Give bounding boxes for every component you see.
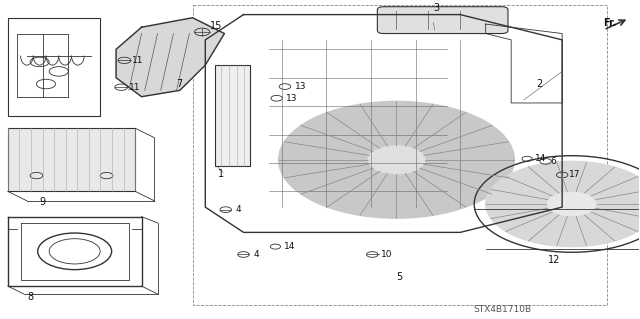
Text: STX4B1710B: STX4B1710B	[473, 305, 531, 314]
Text: 4: 4	[253, 250, 259, 259]
Circle shape	[278, 101, 515, 218]
Text: 10: 10	[381, 250, 393, 259]
Text: Fr.: Fr.	[604, 19, 617, 28]
Text: 11: 11	[129, 83, 140, 92]
Text: 14: 14	[284, 242, 295, 251]
Text: 4: 4	[236, 205, 241, 214]
FancyBboxPatch shape	[8, 128, 135, 191]
Circle shape	[486, 161, 640, 247]
Bar	[193, 5, 607, 305]
Text: 11: 11	[132, 56, 143, 65]
Text: 14: 14	[536, 154, 547, 163]
Circle shape	[368, 145, 425, 174]
Text: 9: 9	[40, 197, 45, 207]
Text: 13: 13	[286, 94, 298, 103]
Text: 17: 17	[569, 170, 580, 180]
Text: 13: 13	[294, 82, 306, 91]
Text: 12: 12	[548, 255, 561, 265]
FancyBboxPatch shape	[378, 7, 508, 33]
Bar	[215, 65, 250, 166]
Text: 15: 15	[210, 21, 222, 31]
Text: 1: 1	[218, 169, 224, 179]
Polygon shape	[116, 18, 225, 97]
Text: 2: 2	[537, 79, 543, 89]
Text: 6: 6	[550, 157, 556, 166]
Text: 8: 8	[27, 292, 33, 302]
Text: 7: 7	[177, 79, 183, 89]
Bar	[8, 18, 100, 115]
Circle shape	[547, 192, 596, 216]
Text: 3: 3	[433, 3, 440, 13]
Text: 5: 5	[396, 271, 403, 282]
